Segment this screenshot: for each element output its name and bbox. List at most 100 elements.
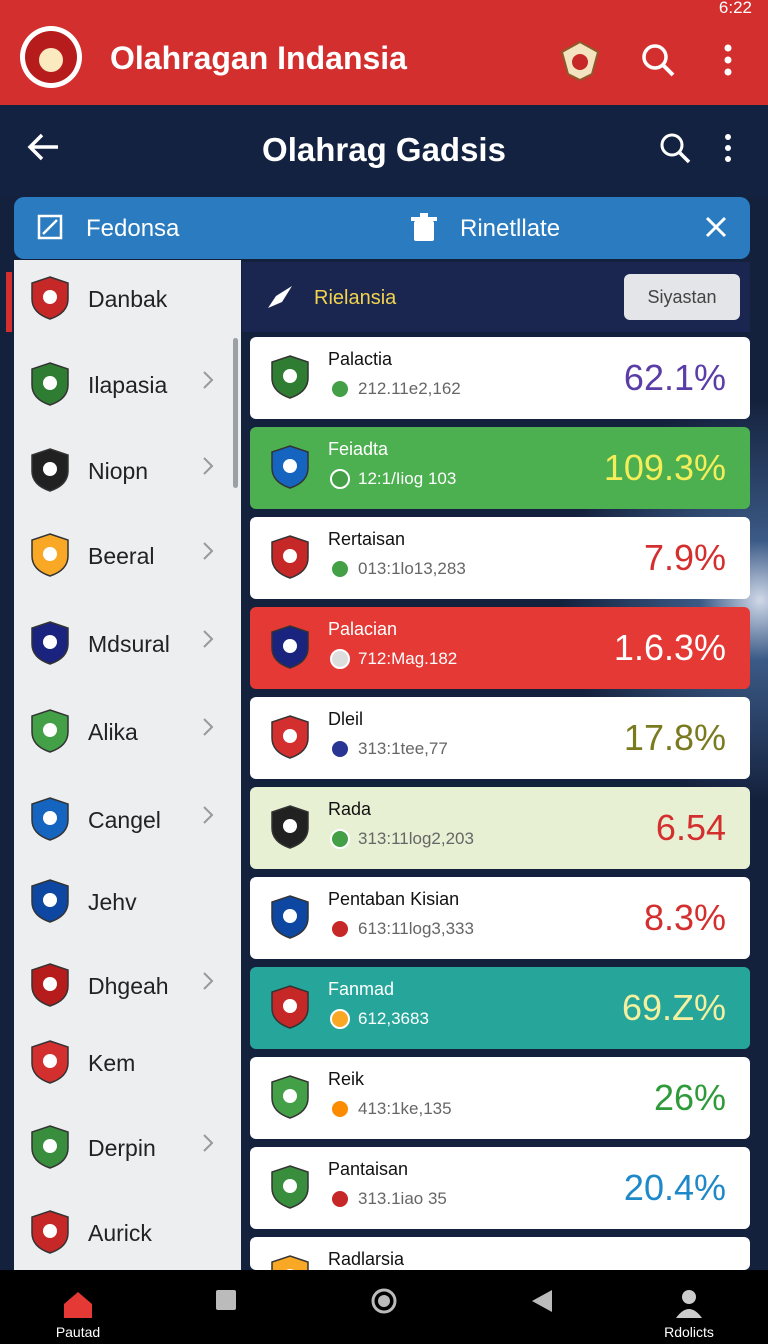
sidebar-item[interactable]: Beeral	[14, 517, 233, 593]
bottom-nav: Pautad Rdolicts	[0, 1270, 768, 1344]
emblem-icon[interactable]	[558, 38, 602, 82]
row-sub: 313.1iao 35	[358, 1189, 447, 1208]
row-name: Palactia	[328, 349, 393, 369]
row-value: 6.54	[655, 807, 726, 848]
app-title: Olahragan Indansia	[110, 40, 407, 76]
list-row[interactable]: Rertaisan 013:1lo13,283 7.9%	[250, 517, 750, 599]
sidebar-item[interactable]: Danbak	[14, 260, 233, 336]
row-name: Radlarsia	[328, 1249, 405, 1269]
chevron	[202, 541, 214, 567]
chevron	[202, 1133, 214, 1159]
team-crest	[270, 804, 310, 855]
list-row[interactable]: Pentaban Kisian 613:11log3,333 8.3%	[250, 877, 750, 959]
tab-icon	[411, 213, 437, 241]
row-value: 26%	[653, 1077, 726, 1118]
team-crest	[31, 448, 69, 492]
status-dot	[330, 829, 350, 849]
team-crest	[270, 714, 310, 765]
row-name: Palacian	[328, 619, 398, 639]
list-row[interactable]: Pantaisan 313.1iao 35 20.4%	[250, 1147, 750, 1229]
team-crest	[270, 534, 310, 585]
status-dot	[330, 1009, 350, 1029]
home-button[interactable]	[370, 1287, 398, 1315]
profile-icon[interactable]	[674, 1288, 704, 1320]
team-crest	[271, 805, 309, 849]
nav-label[interactable]: Rdolicts	[664, 1324, 714, 1340]
team-crest	[31, 621, 69, 665]
team-crest	[270, 354, 310, 405]
close-button[interactable]	[704, 215, 728, 239]
status-dot	[330, 1099, 350, 1119]
row-name: Feiadta	[328, 439, 389, 459]
row-name: Rada	[328, 799, 372, 819]
team-icon	[30, 708, 70, 759]
menu-icon[interactable]	[718, 42, 738, 78]
team-icon	[30, 1039, 70, 1090]
search-icon[interactable]	[658, 131, 692, 165]
panel-button[interactable]: Siyastan	[624, 274, 740, 320]
panel-icon	[268, 286, 292, 308]
list-row[interactable]: Dleil 313:1tee,77 17.8%	[250, 697, 750, 779]
scrollbar	[233, 338, 238, 488]
sidebar-label: Danbak	[88, 286, 168, 312]
team-icon	[30, 532, 70, 583]
sidebar-label: Jehv	[88, 889, 137, 915]
row-name: Dleil	[328, 709, 364, 729]
panel-title: Rielansia	[314, 287, 397, 309]
search-icon[interactable]	[640, 42, 676, 78]
list-row[interactable]: Palacian 712:Mag.182 1.6.3%	[250, 607, 750, 689]
row-sub: 212.11e2,162	[358, 379, 461, 398]
tab-icon	[37, 214, 63, 240]
chevron	[202, 717, 214, 743]
header-title: Olahrag Gadsis	[262, 131, 506, 168]
sidebar-item[interactable]: Alika	[14, 693, 233, 769]
sidebar-label: Aurick	[88, 1220, 152, 1246]
back-button[interactable]	[26, 131, 62, 163]
team-icon	[30, 447, 70, 498]
row-value: 20.4%	[623, 1167, 726, 1208]
recents-button[interactable]	[216, 1290, 236, 1310]
team-crest	[270, 444, 310, 495]
sidebar-item[interactable]: Ilapasia	[14, 346, 233, 422]
team-crest	[270, 624, 310, 675]
chevron	[202, 629, 214, 655]
team-icon	[30, 878, 70, 929]
team-crest	[31, 1210, 69, 1254]
sidebar-item[interactable]: Mdsural	[14, 605, 233, 681]
sidebar-item[interactable]: Dhgeah	[14, 947, 233, 1023]
team-crest	[31, 879, 69, 923]
nav-label[interactable]: Pautad	[55, 1324, 101, 1340]
sidebar-label: Ilapasia	[88, 372, 168, 398]
tab[interactable]: Rinetllate	[460, 215, 561, 242]
menu-icon[interactable]	[718, 131, 738, 165]
home-icon[interactable]	[62, 1290, 94, 1318]
sidebar: Danbak Ilapasia Niopn Beeral Mdsural Alika Can…	[6, 260, 241, 1270]
list-row[interactable]: Fanmad 612,3683 69.Z%	[250, 967, 750, 1049]
row-sub: 712:Mag.182	[358, 649, 458, 668]
list-row[interactable]: Reik 413:1ke,135 26%	[250, 1057, 750, 1139]
back-button[interactable]	[530, 1288, 554, 1314]
list-row[interactable]: Radlarsia	[250, 1237, 750, 1270]
team-crest	[31, 533, 69, 577]
row-value: 8.3%	[643, 897, 726, 938]
team-crest	[271, 985, 309, 1029]
chevron	[202, 971, 214, 997]
row-value: 7.9%	[643, 537, 726, 578]
status-dot	[330, 739, 350, 759]
sidebar-item[interactable]: Aurick	[14, 1194, 233, 1270]
sidebar-item[interactable]: Jehv	[14, 863, 233, 939]
list-row[interactable]: Feiadta 12:1/Iiog 103 109.3%	[250, 427, 750, 509]
chevron	[202, 456, 214, 482]
sidebar-item[interactable]: Derpin	[14, 1109, 233, 1185]
status-dot	[330, 649, 350, 669]
tab[interactable]: Fedonsa	[86, 215, 180, 242]
sidebar-item[interactable]: Cangel	[14, 781, 233, 857]
team-icon	[30, 620, 70, 671]
list-row[interactable]: Rada 313:11log2,203 6.54	[250, 787, 750, 869]
sidebar-item[interactable]: Niopn	[14, 432, 233, 508]
list-row[interactable]: Palactia 212.11e2,162 62.1%	[250, 337, 750, 419]
status-dot	[330, 379, 350, 399]
row-value: 1.6.3%	[613, 627, 726, 668]
sidebar-item[interactable]: Kem	[14, 1024, 233, 1100]
sidebar-label: Niopn	[88, 458, 149, 484]
